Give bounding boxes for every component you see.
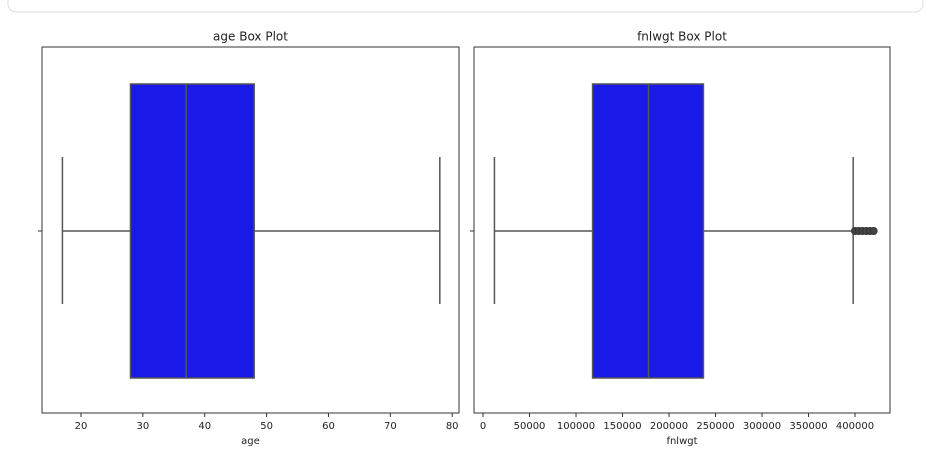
x-tick-label: 30 [136,421,149,432]
chart-title: age Box Plot [213,30,288,44]
x-tick-label: 150000 [603,421,641,432]
x-tick-label: 300000 [743,421,781,432]
x-tick-label: 350000 [789,421,827,432]
outlier [869,227,878,235]
axes-frame [473,46,891,414]
x-tick-label: 50000 [514,421,546,432]
panel-edge [7,0,924,13]
x-tick-label: 200000 [650,421,688,432]
x-tick-label: 40 [198,421,211,432]
x-tick-label: 400000 [836,421,874,432]
x-tick-label: 70 [384,421,397,432]
x-tick-label: 100000 [557,421,595,432]
x-axis-label: fnlwgt [666,436,697,447]
x-tick-label: 60 [322,421,335,432]
x-axis-label: age [241,436,260,447]
x-tick-label: 80 [446,421,459,432]
chart-title: fnlwgt Box Plot [637,30,727,44]
x-tick-label: 50 [260,421,273,432]
x-tick-label: 250000 [696,421,734,432]
box [129,83,255,379]
axes-frame [41,46,460,414]
x-tick-label: 20 [75,421,88,432]
x-tick-label: 0 [480,421,486,432]
